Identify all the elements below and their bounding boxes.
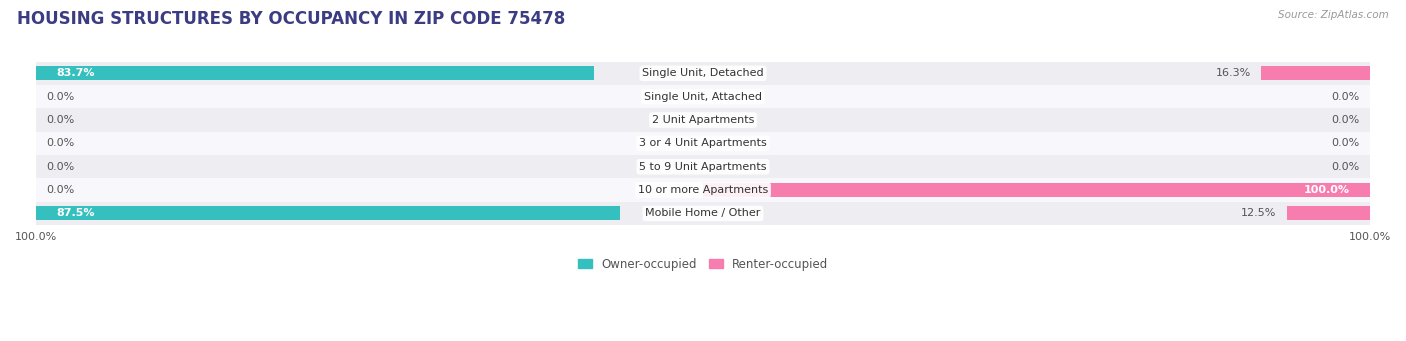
Text: 10 or more Apartments: 10 or more Apartments bbox=[638, 185, 768, 195]
Text: 2 Unit Apartments: 2 Unit Apartments bbox=[652, 115, 754, 125]
Text: 100.0%: 100.0% bbox=[1303, 185, 1350, 195]
Text: 0.0%: 0.0% bbox=[1331, 92, 1360, 102]
Text: 0.0%: 0.0% bbox=[46, 185, 75, 195]
Bar bbox=[37, 202, 1369, 225]
Text: 0.0%: 0.0% bbox=[46, 115, 75, 125]
Text: 0.0%: 0.0% bbox=[1331, 162, 1360, 172]
Text: 0.0%: 0.0% bbox=[46, 162, 75, 172]
Text: Single Unit, Detached: Single Unit, Detached bbox=[643, 68, 763, 78]
Text: 16.3%: 16.3% bbox=[1216, 68, 1251, 78]
Text: 0.0%: 0.0% bbox=[1331, 115, 1360, 125]
Bar bbox=[1261, 66, 1369, 80]
Bar bbox=[37, 155, 1369, 178]
Text: Single Unit, Attached: Single Unit, Attached bbox=[644, 92, 762, 102]
Bar bbox=[37, 85, 1369, 108]
Bar bbox=[37, 206, 620, 220]
Text: 0.0%: 0.0% bbox=[1331, 138, 1360, 148]
Bar bbox=[1286, 206, 1369, 220]
Bar bbox=[703, 183, 1369, 197]
Text: 3 or 4 Unit Apartments: 3 or 4 Unit Apartments bbox=[640, 138, 766, 148]
Text: HOUSING STRUCTURES BY OCCUPANCY IN ZIP CODE 75478: HOUSING STRUCTURES BY OCCUPANCY IN ZIP C… bbox=[17, 10, 565, 28]
Text: 83.7%: 83.7% bbox=[56, 68, 94, 78]
Bar bbox=[37, 62, 1369, 85]
Text: Mobile Home / Other: Mobile Home / Other bbox=[645, 208, 761, 219]
Text: 5 to 9 Unit Apartments: 5 to 9 Unit Apartments bbox=[640, 162, 766, 172]
Bar bbox=[37, 132, 1369, 155]
Text: Source: ZipAtlas.com: Source: ZipAtlas.com bbox=[1278, 10, 1389, 20]
Bar bbox=[37, 178, 1369, 202]
Bar bbox=[37, 66, 595, 80]
Legend: Owner-occupied, Renter-occupied: Owner-occupied, Renter-occupied bbox=[572, 253, 834, 275]
Text: 0.0%: 0.0% bbox=[46, 138, 75, 148]
Text: 0.0%: 0.0% bbox=[46, 92, 75, 102]
Bar bbox=[37, 108, 1369, 132]
Text: 12.5%: 12.5% bbox=[1241, 208, 1277, 219]
Text: 87.5%: 87.5% bbox=[56, 208, 94, 219]
